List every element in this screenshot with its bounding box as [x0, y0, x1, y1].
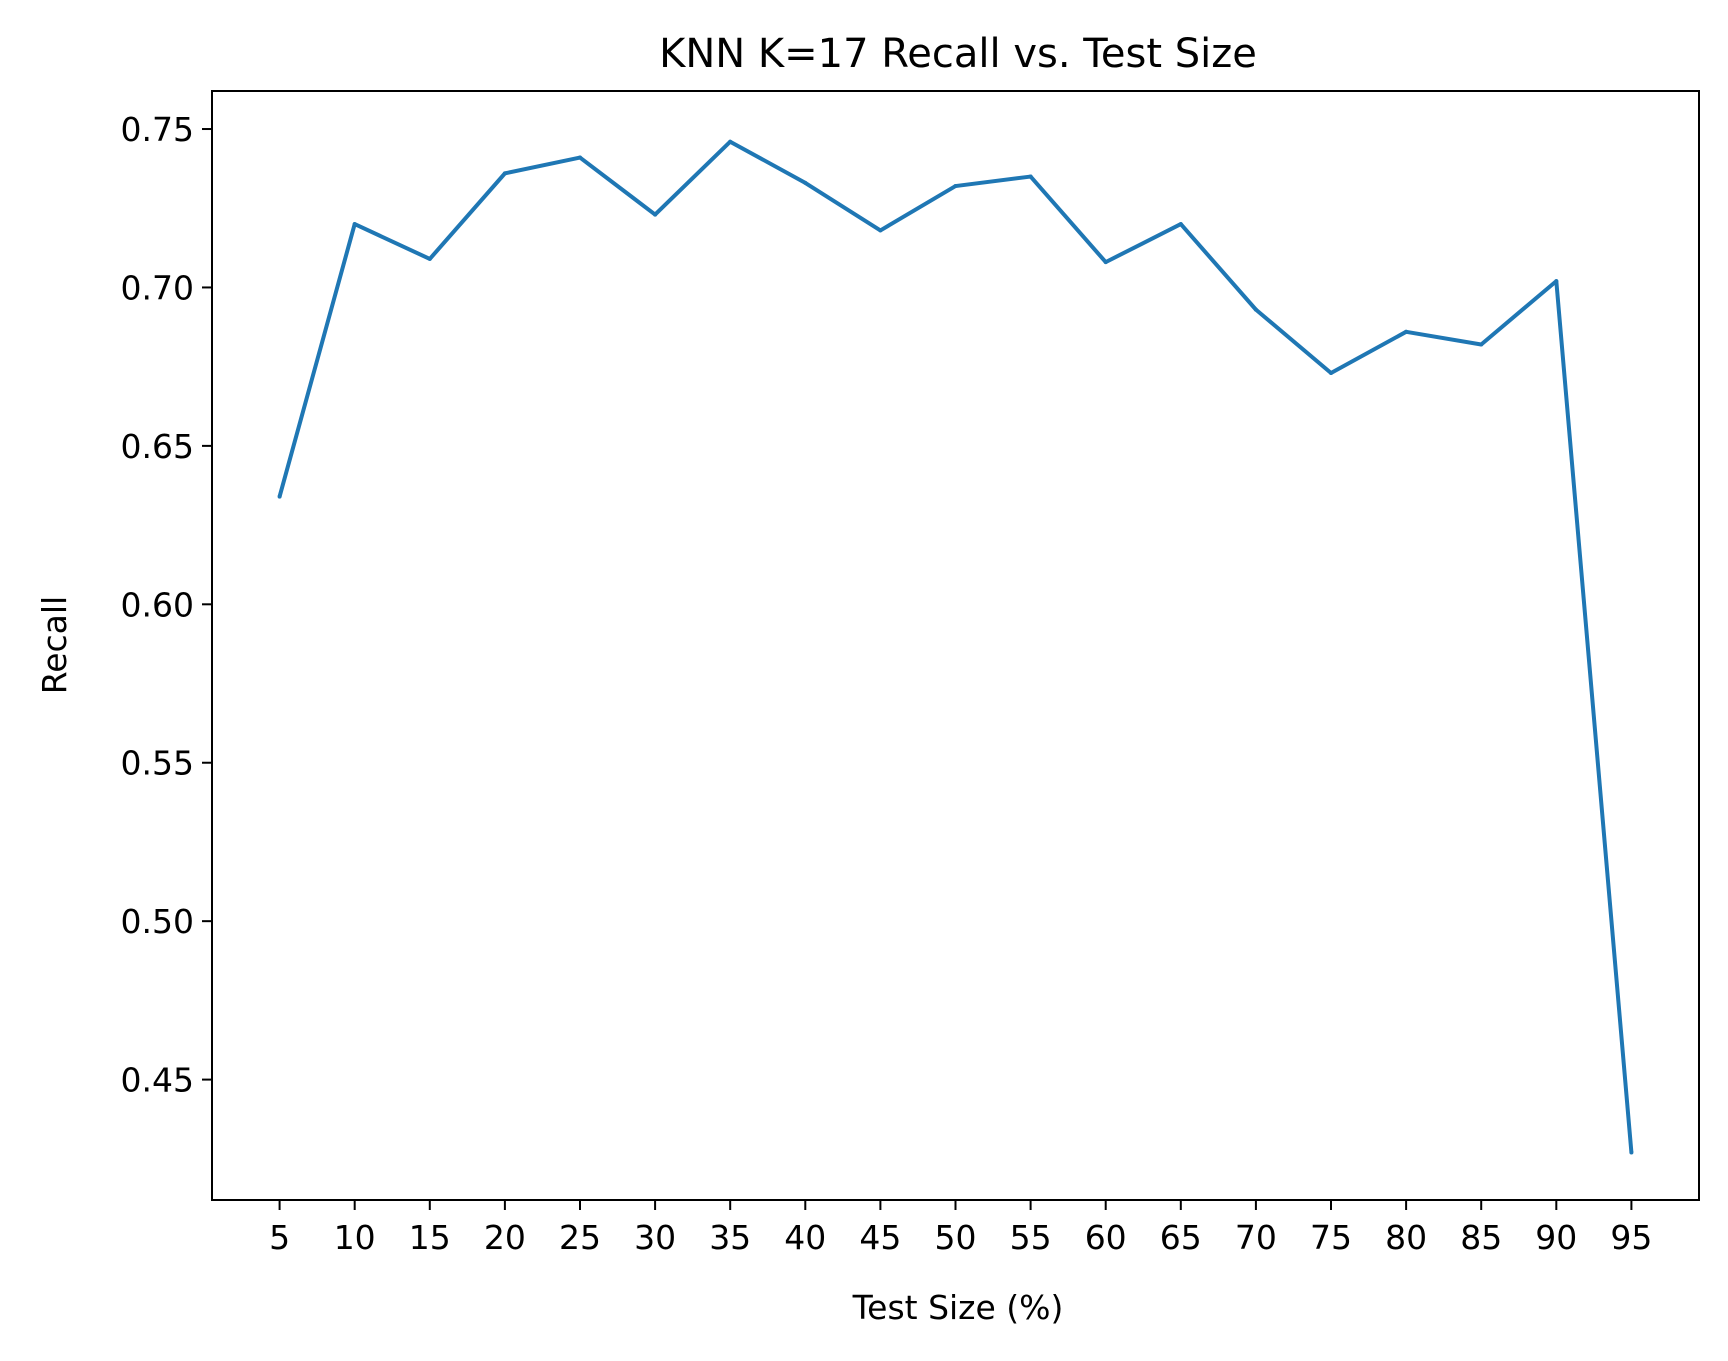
data-point	[953, 184, 958, 189]
y-tick-label: 0.50	[121, 902, 194, 941]
x-tick-label: 90	[1535, 1218, 1577, 1257]
x-tick-label: 55	[1010, 1218, 1052, 1257]
x-tick-label: 20	[484, 1218, 526, 1257]
x-tick-label: 15	[409, 1218, 451, 1257]
y-tick-label: 0.65	[121, 427, 194, 466]
x-tick-label: 70	[1235, 1218, 1277, 1257]
data-point	[1028, 174, 1033, 179]
x-tick-label: 45	[859, 1218, 901, 1257]
y-tick-label: 0.70	[121, 268, 194, 307]
y-tick-label: 0.45	[121, 1061, 194, 1100]
x-tick-label: 80	[1385, 1218, 1427, 1257]
y-axis-label: Recall	[35, 596, 74, 694]
chart-title: KNN K=17 Recall vs. Test Size	[659, 31, 1257, 77]
data-point	[1404, 329, 1409, 334]
x-tick-label: 40	[784, 1218, 826, 1257]
data-point	[1554, 279, 1559, 284]
x-tick-label: 75	[1310, 1218, 1352, 1257]
data-point	[1253, 307, 1258, 312]
y-tick-label: 0.60	[121, 585, 194, 624]
data-point	[1329, 371, 1334, 375]
data-point	[1178, 222, 1183, 227]
plot-area	[277, 139, 1634, 1155]
data-point	[728, 139, 733, 144]
x-tick-label: 60	[1085, 1218, 1127, 1257]
data-point	[1629, 1150, 1634, 1155]
data-point	[427, 256, 432, 261]
data-point	[1479, 342, 1484, 347]
data-point	[803, 180, 808, 185]
x-tick-label: 95	[1610, 1218, 1652, 1257]
x-tick-label: 30	[634, 1218, 676, 1257]
x-tick-label: 10	[334, 1218, 376, 1257]
data-point	[653, 212, 658, 217]
x-tick-label: 65	[1160, 1218, 1202, 1257]
y-tick-label: 0.55	[121, 744, 194, 783]
x-tick-label: 50	[935, 1218, 977, 1257]
x-tick-label: 35	[709, 1218, 751, 1257]
data-point	[352, 222, 357, 227]
data-point	[1103, 260, 1108, 265]
data-point	[502, 171, 507, 176]
x-tick-label: 5	[269, 1218, 290, 1257]
data-point	[878, 228, 883, 233]
x-tick-label: 25	[559, 1218, 601, 1257]
x-tick-label: 85	[1460, 1218, 1502, 1257]
data-point	[277, 494, 282, 499]
y-tick-label: 0.75	[121, 110, 194, 149]
x-axis-label: Test Size (%)	[852, 1288, 1064, 1327]
data-point	[577, 155, 582, 160]
